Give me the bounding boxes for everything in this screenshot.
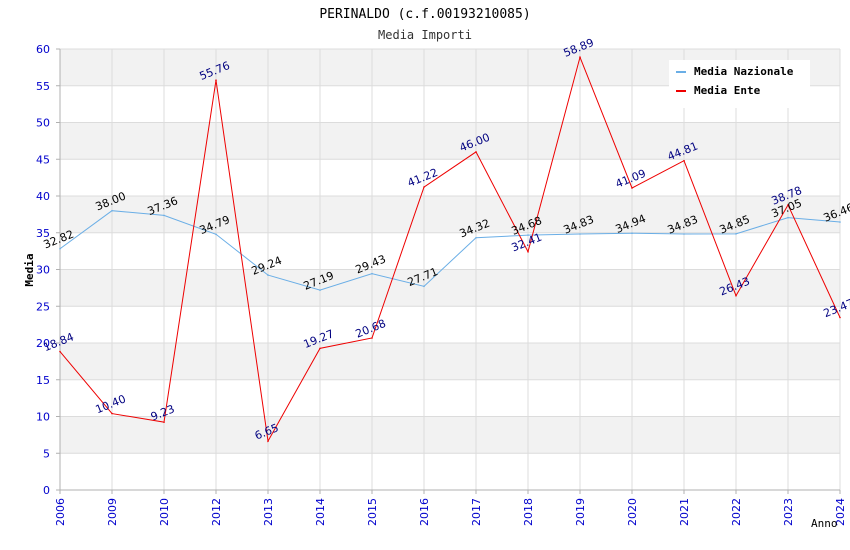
data-point-media-nazionale — [579, 233, 581, 235]
y-tick-label: 30 — [36, 264, 50, 277]
y-tick-label: 0 — [43, 484, 50, 497]
x-tick-label: 2015 — [366, 498, 379, 526]
chart-subtitle: Media Importi — [378, 28, 472, 42]
x-tick-label: 2010 — [158, 498, 171, 526]
data-point-media-nazionale — [683, 233, 685, 235]
x-tick-label: 2012 — [210, 498, 223, 526]
y-tick-label: 5 — [43, 447, 50, 460]
y-tick-label: 60 — [36, 43, 50, 56]
legend-label-media-ente: Media Ente — [694, 84, 761, 97]
y-tick-label: 25 — [36, 300, 50, 313]
x-tick-label: 2013 — [262, 498, 275, 526]
y-tick-label: 35 — [36, 227, 50, 240]
grid-band — [60, 416, 840, 454]
data-point-media-nazionale — [371, 272, 373, 275]
data-point-media-ente — [579, 56, 581, 58]
x-tick-label: 2023 — [782, 498, 795, 526]
data-point-media-ente — [59, 350, 61, 353]
data-point-media-ente — [267, 440, 269, 442]
data-point-media-nazionale — [215, 233, 217, 236]
y-tick-label: 10 — [36, 411, 50, 424]
grid-band — [60, 343, 840, 380]
data-point-media-ente — [371, 337, 373, 339]
data-point-media-ente — [163, 421, 165, 423]
x-tick-label: 2014 — [314, 498, 327, 526]
data-point-media-ente — [631, 187, 633, 189]
data-point-media-ente — [683, 159, 685, 162]
data-point-media-nazionale — [163, 214, 165, 217]
y-tick-label: 20 — [36, 337, 50, 350]
data-point-media-nazionale — [267, 274, 269, 276]
x-tick-label: 2021 — [678, 498, 691, 526]
y-tick-label: 45 — [36, 153, 50, 166]
data-point-media-ente — [215, 79, 217, 81]
data-label-media-ente: 41.09 — [614, 167, 648, 191]
x-tick-label: 2018 — [522, 498, 535, 526]
grid-band — [60, 269, 840, 307]
data-point-media-nazionale — [475, 236, 477, 239]
x-tick-label: 2022 — [730, 498, 743, 526]
data-point-media-ente — [787, 204, 789, 206]
grid-band — [60, 196, 840, 233]
y-tick-label: 15 — [36, 374, 50, 387]
data-point-media-nazionale — [735, 233, 737, 235]
grid-band — [60, 122, 840, 160]
data-label-media-ente: 20.68 — [354, 317, 388, 341]
data-point-media-nazionale — [111, 209, 113, 212]
series-lines — [59, 55, 841, 443]
x-tick-label: 2019 — [574, 498, 587, 526]
data-point-media-nazionale — [319, 289, 321, 291]
series-line-media-nazionale — [59, 210, 841, 291]
x-tick-label: 2016 — [418, 498, 431, 526]
data-point-media-nazionale — [839, 221, 841, 223]
x-axis-ticks: 2006 2009 2010 2012 2013 2014 2015 2016 2017 2018… — [54, 490, 847, 526]
data-point-media-nazionale — [423, 285, 425, 288]
x-tick-label: 2009 — [106, 498, 119, 526]
data-point-media-ente — [527, 250, 529, 253]
x-tick-label: 2017 — [470, 498, 483, 526]
data-point-media-ente — [735, 294, 737, 297]
series-line-media-ente — [59, 55, 841, 443]
y-axis-ticks: 0 5 10 15 20 25 30 35 40 45 50 55 60 — [36, 43, 60, 497]
data-point-media-nazionale — [787, 216, 789, 219]
chart-title: PERINALDO (c.f.00193210085) — [319, 7, 530, 22]
data-point-media-nazionale — [631, 232, 633, 234]
x-tick-label: 2020 — [626, 498, 639, 526]
data-point-media-ente — [423, 186, 425, 188]
y-tick-label: 40 — [36, 190, 50, 203]
legend-box — [669, 60, 810, 108]
y-axis-label: Media — [23, 253, 36, 286]
y-tick-label: 50 — [36, 117, 50, 130]
data-point-media-ente — [475, 151, 477, 153]
data-point-media-nazionale — [527, 234, 529, 236]
legend-label-media-nazionale: Media Nazionale — [694, 65, 794, 78]
x-tick-label: 2006 — [54, 498, 67, 526]
data-point-media-ente — [111, 412, 113, 415]
legend: Media Nazionale Media Ente — [669, 60, 810, 108]
data-label-media-ente: 41.22 — [406, 166, 440, 190]
x-tick-label: 2024 — [834, 498, 847, 526]
background-bands — [60, 49, 840, 454]
data-point-media-nazionale — [59, 247, 61, 250]
x-axis-label: Anno — [811, 517, 838, 530]
y-tick-label: 55 — [36, 80, 50, 93]
data-point-media-ente — [839, 316, 841, 319]
data-point-media-ente — [319, 347, 321, 350]
